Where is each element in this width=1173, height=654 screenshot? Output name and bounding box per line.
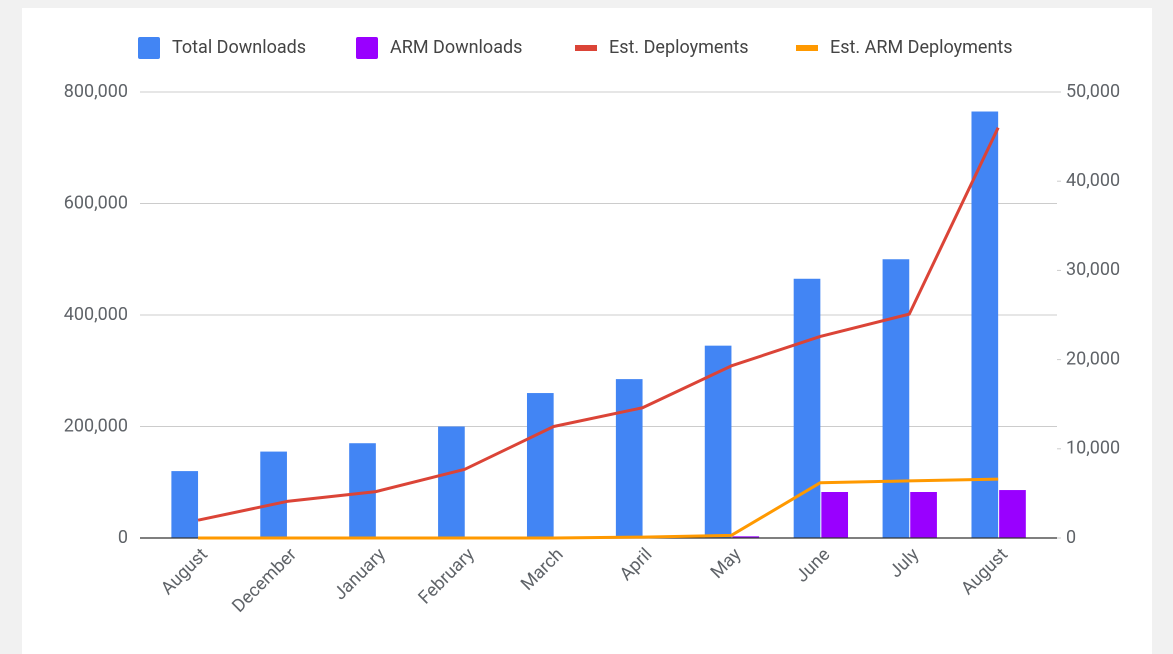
legend-label: Total Downloads	[172, 37, 306, 58]
y2-tick-label: 50,000	[1066, 81, 1120, 102]
bar	[999, 490, 1026, 538]
bar	[704, 345, 732, 538]
y-tick-label: 0	[118, 527, 128, 548]
y2-tick-label: 10,000	[1066, 438, 1120, 459]
legend-swatch	[138, 37, 160, 59]
legend-swatch	[796, 45, 818, 51]
y2-tick-label: 40,000	[1066, 170, 1120, 191]
bar	[732, 536, 760, 538]
y2-tick-label: 20,000	[1066, 348, 1120, 369]
y-tick-label: 200,000	[64, 415, 128, 436]
line-series	[197, 127, 1000, 522]
card	[22, 8, 1152, 654]
bar	[526, 393, 554, 538]
legend-label: ARM Downloads	[390, 37, 522, 58]
y2-tick-label: 30,000	[1066, 259, 1120, 280]
bar	[971, 111, 999, 538]
bar	[615, 379, 643, 538]
y2-tick-label: 0	[1066, 527, 1076, 548]
legend: Total Downloads ARM Downloads Est. Deploym…	[138, 37, 1013, 59]
line-series	[198, 477, 999, 540]
bar	[171, 471, 199, 538]
bar	[260, 451, 287, 538]
bar	[821, 492, 849, 538]
y-tick-label: 400,000	[64, 304, 128, 325]
bar	[793, 278, 821, 538]
y-tick-label: 800,000	[64, 81, 128, 102]
bar	[438, 426, 465, 538]
legend-swatch	[356, 37, 378, 59]
bar	[910, 492, 937, 538]
legend-label: Est. ARM Deployments	[830, 37, 1013, 58]
bar	[882, 259, 910, 538]
legend-swatch	[575, 45, 597, 51]
y-tick-label: 600,000	[64, 192, 128, 213]
legend-label: Est. Deployments	[609, 37, 749, 58]
